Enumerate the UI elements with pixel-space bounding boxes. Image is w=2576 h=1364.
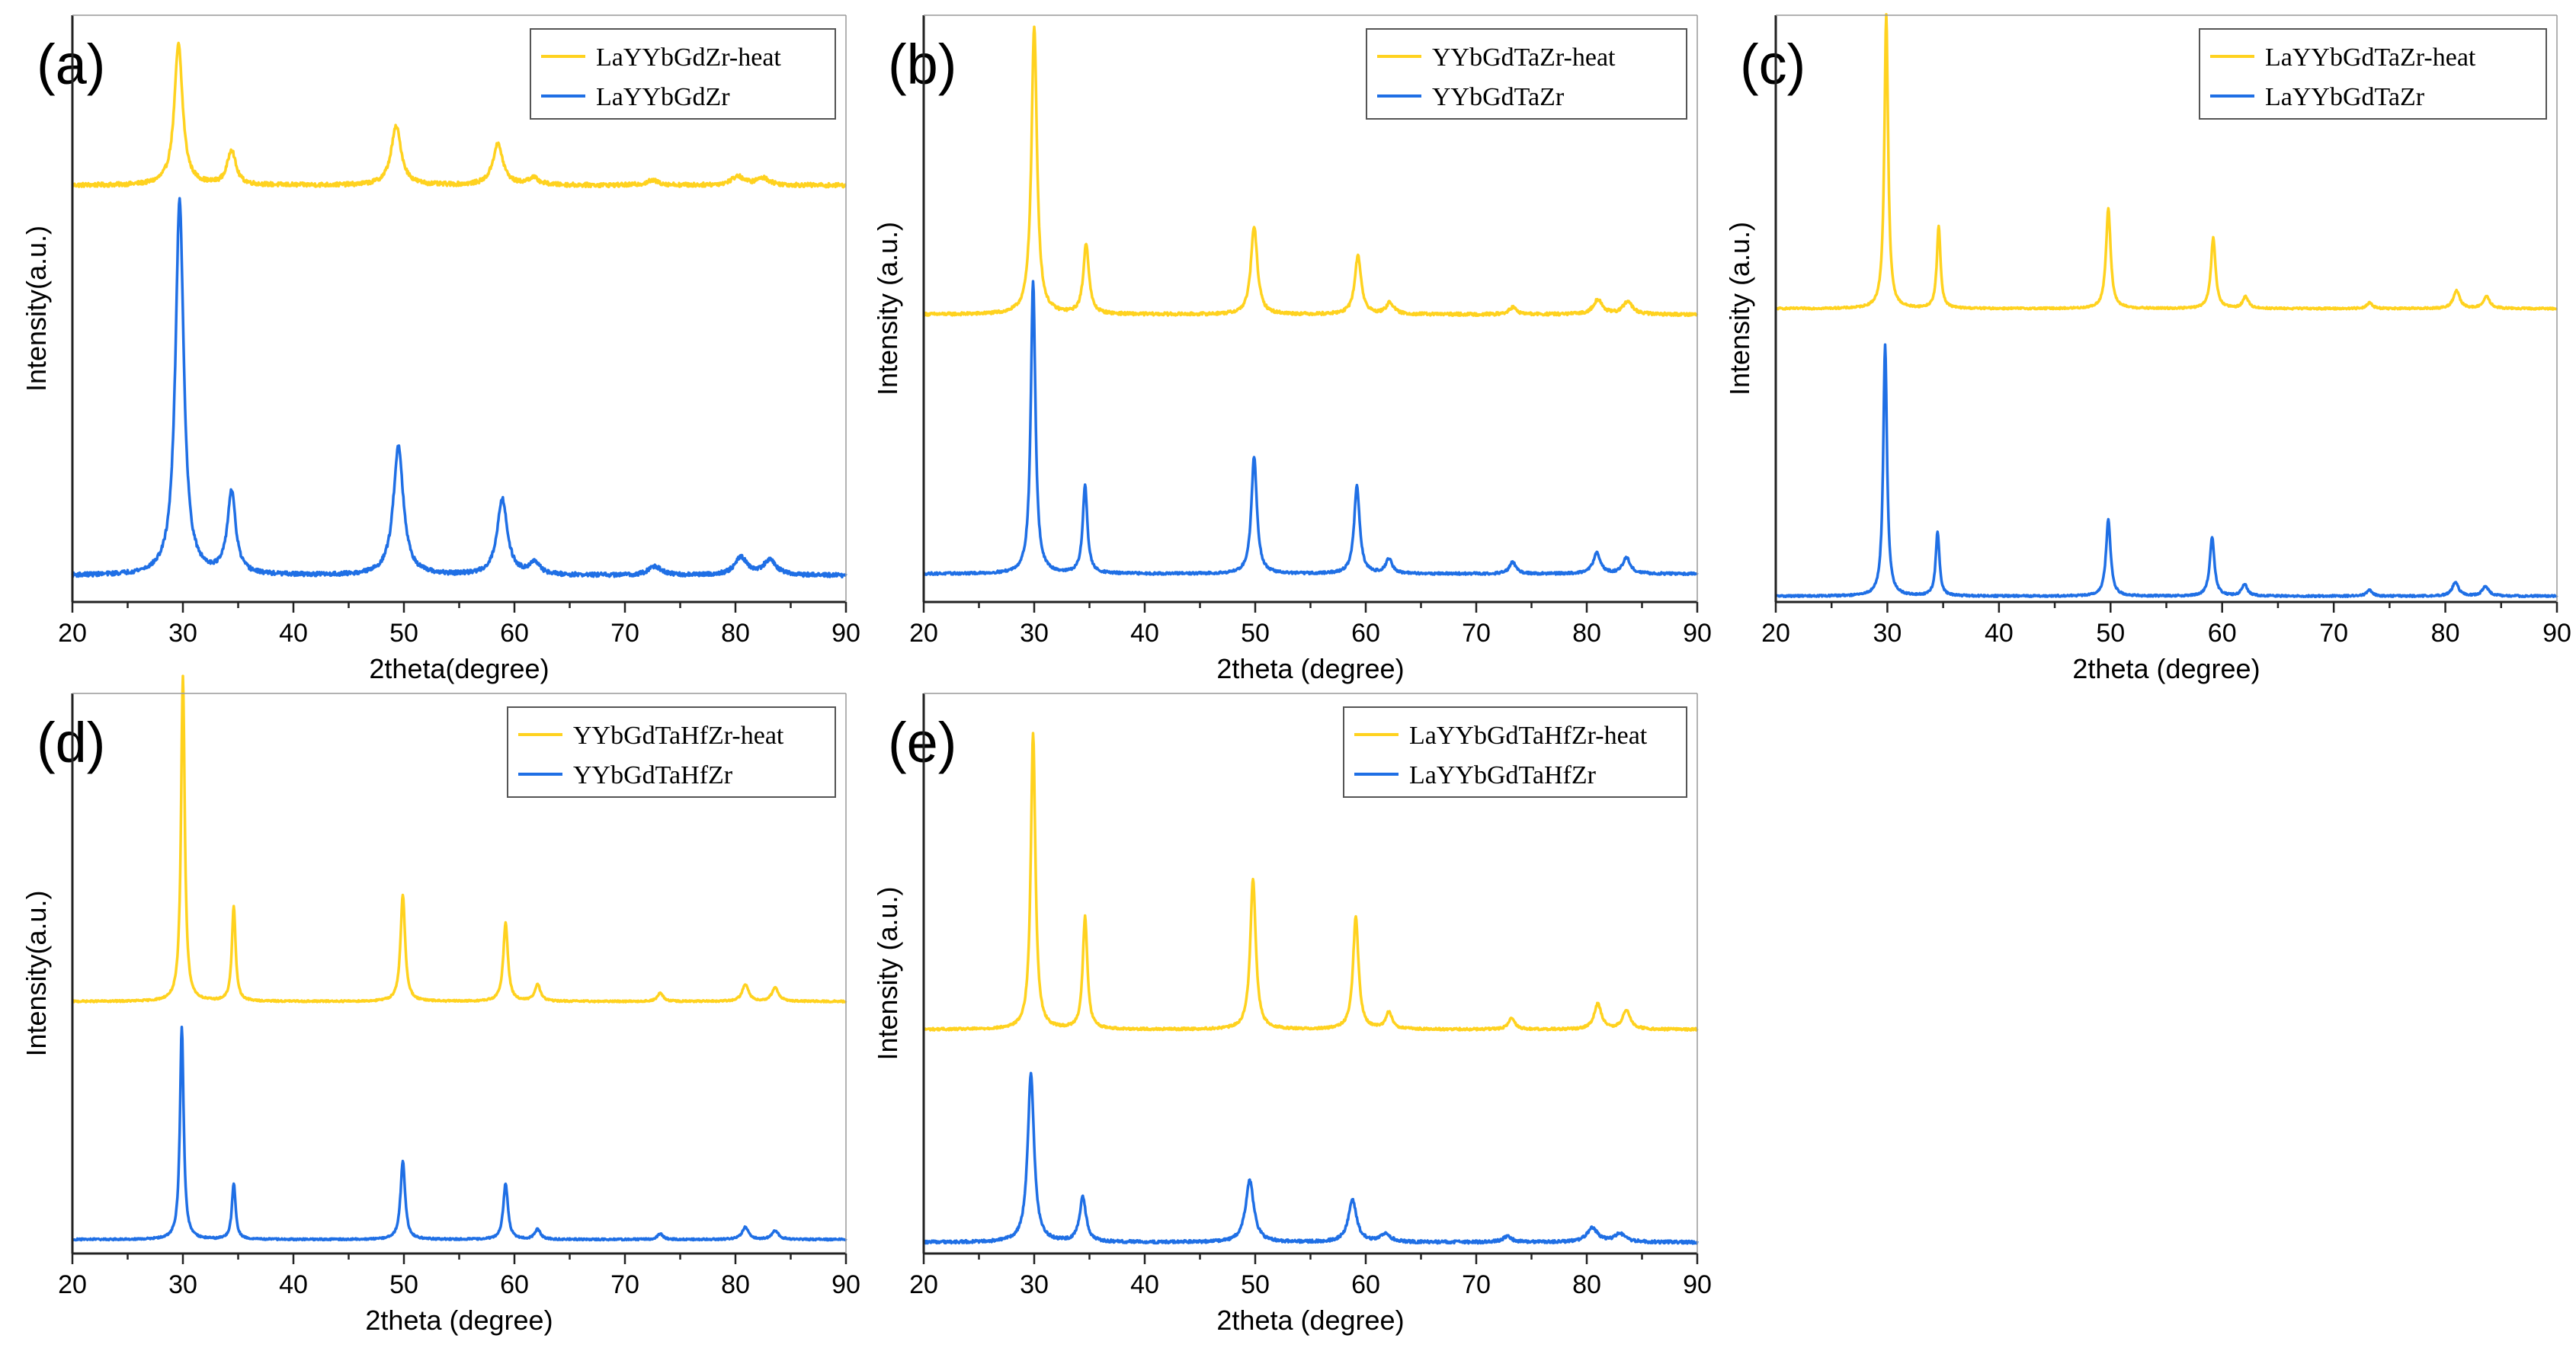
x-axis-label: 2theta (degree) bbox=[2072, 653, 2260, 684]
panel-label: (a) bbox=[37, 33, 105, 96]
x-tick-label: 20 bbox=[1761, 619, 1790, 648]
x-axis-label: 2theta (degree) bbox=[1216, 653, 1404, 684]
legend-entry: LaYYbGdTaZr-heat bbox=[2265, 43, 2476, 72]
y-axis-label: Intensity(a.u.) bbox=[21, 226, 52, 392]
x-tick-label: 30 bbox=[1873, 619, 1902, 648]
x-tick-label: 40 bbox=[279, 1270, 308, 1299]
chart-panel-a: (a) 20 30 40 50 60 70 80 90 2theta(degree) Intensi… bbox=[21, 14, 860, 684]
legend-entry: LaYYbGdTaHfZr bbox=[1409, 761, 1597, 789]
legend-box bbox=[2199, 28, 2547, 120]
x-tick-label: 70 bbox=[2319, 619, 2348, 648]
x-tick-label: 60 bbox=[1351, 1270, 1380, 1299]
x-tick-label: 70 bbox=[1462, 1270, 1491, 1299]
series-line-asis bbox=[922, 1071, 1699, 1245]
x-tick-label: 80 bbox=[2431, 619, 2460, 648]
series-line-heat bbox=[71, 41, 847, 189]
x-tick-label: 90 bbox=[831, 619, 860, 648]
legend-box bbox=[507, 706, 836, 798]
x-tick-label: 50 bbox=[1241, 619, 1270, 648]
legend: LaYYbGdZr-heat LaYYbGdZr bbox=[530, 28, 836, 120]
x-tick-label: 80 bbox=[1572, 619, 1601, 648]
chart-panel-b: (b) 20 30 40 50 60 70 80 90 2theta (degree) Intens… bbox=[872, 14, 1712, 684]
x-tick-label: 50 bbox=[389, 619, 418, 648]
y-axis-label: Intensity(a.u.) bbox=[21, 890, 52, 1056]
panel-label: (c) bbox=[1740, 33, 1805, 96]
x-tick-label: 40 bbox=[1985, 619, 2014, 648]
legend-box bbox=[1366, 28, 1687, 120]
series-line-heat bbox=[922, 732, 1699, 1032]
x-axis-label: 2theta(degree) bbox=[369, 653, 549, 684]
legend-box bbox=[1343, 706, 1687, 798]
legend: LaYYbGdTaHfZr-heat LaYYbGdTaHfZr bbox=[1343, 706, 1687, 798]
x-tick-label: 70 bbox=[1462, 619, 1491, 648]
x-tick-label: 30 bbox=[168, 1270, 197, 1299]
x-tick-label: 40 bbox=[1130, 1270, 1159, 1299]
x-tick-label: 80 bbox=[721, 619, 750, 648]
legend-entry: LaYYbGdZr bbox=[596, 83, 730, 111]
x-tick-label: 30 bbox=[1020, 619, 1049, 648]
series-line-heat bbox=[1774, 13, 2558, 311]
legend: YYbGdTaZr-heat YYbGdTaZr bbox=[1366, 28, 1687, 120]
x-tick-label: 20 bbox=[909, 1270, 938, 1299]
y-axis-label: Intensity (a.u.) bbox=[872, 222, 903, 395]
x-tick-label: 80 bbox=[721, 1270, 750, 1299]
y-axis-label: Intensity (a.u.) bbox=[872, 886, 903, 1060]
legend-entry: LaYYbGdTaZr bbox=[2265, 83, 2425, 111]
series-line-asis bbox=[71, 197, 847, 579]
chart-panel-d: (d) 20 30 40 50 60 70 80 90 2theta (degree) Intens… bbox=[21, 674, 860, 1336]
series-line-asis bbox=[922, 280, 1699, 577]
x-tick-label: 50 bbox=[1241, 1270, 1270, 1299]
x-tick-label: 20 bbox=[58, 1270, 87, 1299]
x-axis-label: 2theta (degree) bbox=[365, 1305, 553, 1336]
x-tick-label: 20 bbox=[58, 619, 87, 648]
legend-entry: LaYYbGdZr-heat bbox=[596, 43, 781, 72]
panel-label: (d) bbox=[37, 711, 105, 774]
x-tick-label: 40 bbox=[1130, 619, 1159, 648]
series-line-heat bbox=[71, 674, 847, 1004]
x-tick-label: 30 bbox=[168, 619, 197, 648]
legend-entry: YYbGdTaZr bbox=[1432, 83, 1565, 111]
chart-panel-e: (e) 20 30 40 50 60 70 80 90 2theta (degree) Intens… bbox=[872, 693, 1712, 1336]
x-tick-label: 90 bbox=[1683, 619, 1712, 648]
x-tick-label: 20 bbox=[909, 619, 938, 648]
legend-entry: YYbGdTaHfZr-heat bbox=[573, 722, 784, 750]
x-tick-label: 70 bbox=[610, 619, 639, 648]
series-line-asis bbox=[71, 1025, 847, 1242]
series-line-heat bbox=[922, 25, 1699, 318]
x-tick-label: 60 bbox=[500, 619, 529, 648]
x-tick-label: 90 bbox=[1683, 1270, 1712, 1299]
legend-box bbox=[530, 28, 836, 120]
x-tick-label: 80 bbox=[1572, 1270, 1601, 1299]
x-tick-label: 90 bbox=[2542, 619, 2571, 648]
series-line-asis bbox=[1774, 343, 2558, 599]
panel-label: (e) bbox=[888, 711, 956, 774]
x-tick-label: 60 bbox=[500, 1270, 529, 1299]
x-tick-label: 60 bbox=[2208, 619, 2237, 648]
chart-panel-c: (c) 20 30 40 50 60 70 80 90 2theta (degree) Intens… bbox=[1724, 13, 2571, 684]
x-tick-label: 50 bbox=[2096, 619, 2125, 648]
legend-entry: LaYYbGdTaHfZr-heat bbox=[1409, 722, 1648, 750]
legend: LaYYbGdTaZr-heat LaYYbGdTaZr bbox=[2199, 28, 2547, 120]
legend: YYbGdTaHfZr-heat YYbGdTaHfZr bbox=[507, 706, 836, 798]
x-tick-label: 60 bbox=[1351, 619, 1380, 648]
x-axis-label: 2theta (degree) bbox=[1216, 1305, 1404, 1336]
x-tick-label: 90 bbox=[831, 1270, 860, 1299]
x-tick-label: 70 bbox=[610, 1270, 639, 1299]
legend-entry: YYbGdTaHfZr bbox=[573, 761, 733, 789]
y-axis-label: Intensity (a.u.) bbox=[1724, 222, 1755, 395]
legend-entry: YYbGdTaZr-heat bbox=[1432, 43, 1616, 72]
x-tick-label: 30 bbox=[1020, 1270, 1049, 1299]
x-tick-label: 40 bbox=[279, 619, 308, 648]
panel-label: (b) bbox=[888, 33, 956, 96]
x-tick-label: 50 bbox=[389, 1270, 418, 1299]
